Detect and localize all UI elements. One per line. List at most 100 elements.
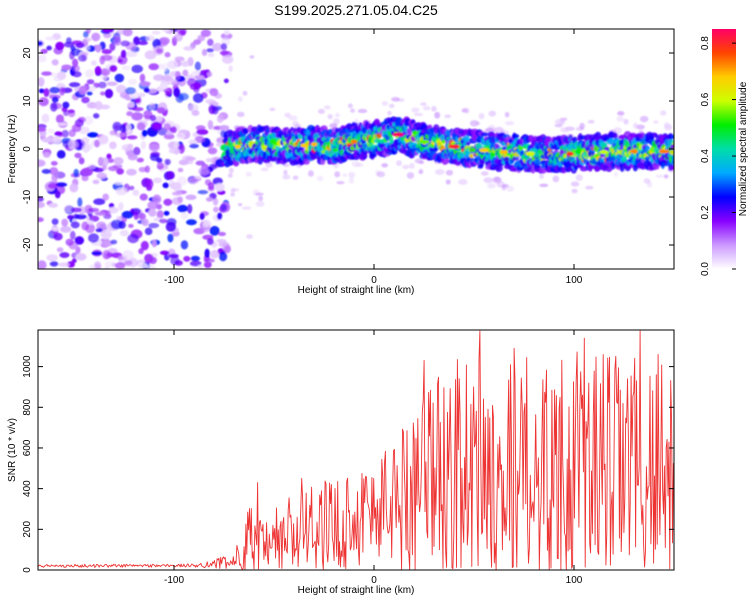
spectrogram-cell [616,115,624,122]
spectrogram-cell [186,219,197,226]
y-tick: 400 [22,480,674,497]
spectrogram-cell [234,144,242,149]
spectrogram-cell [670,144,674,149]
colorbar-tick: 0.4 [700,149,736,163]
spectrogram-cell [94,44,102,53]
x-tick-label: -100 [164,275,184,286]
spectrogram-cell [94,66,102,76]
spectrogram-cell [611,161,616,170]
spectrogram-cell [458,178,468,185]
spectrogram-cell [65,238,74,246]
spectrogram-cell [90,60,97,66]
spectrogram-cell [183,46,195,51]
colorbar-tick-label: 0.6 [700,92,711,106]
spectrogram-cell [381,101,389,106]
spectrogram-cell [552,175,560,183]
spectrogram-cell [194,136,205,144]
spectrogram-cell [392,132,404,137]
spectrogram-cell [97,156,104,167]
spectrogram-cell [336,181,345,185]
spectrogram-cell [370,153,377,158]
spectrogram-cell [445,169,454,176]
spectrogram-cell [81,175,89,182]
spectrogram-cell [418,169,424,175]
spectrogram-cell [218,242,228,247]
spectrogram-cell [185,194,197,201]
spectrogram-cell [88,207,100,213]
spectrogram-cell [623,118,629,125]
spectrogram-cell [126,149,135,157]
spectrogram-cell [38,127,47,132]
spectrogram-cell [68,82,81,88]
spectrogram-cell [143,110,153,120]
spectrogram-cell [185,156,196,161]
spectrogram-cell [419,160,425,165]
spectrogram-cell [126,135,138,140]
spectrogram-cell [170,126,177,134]
spectrogram-cell [127,233,139,244]
spectrogram-cell [396,160,402,167]
spectrogram-cell [350,139,358,144]
spectrogram-cell [102,29,115,34]
spectrogram-cell [638,132,646,139]
spectrogram-cell [236,111,245,117]
spectrogram-cell [303,158,310,165]
spectrogram-cell [171,191,182,196]
spectrogram-cell [480,132,489,137]
spectrogram-cell [109,64,118,72]
spectrogram-cell [138,212,146,220]
colorbar-tick-label: 0.8 [700,36,711,50]
spectrogram-cell [204,248,210,258]
spectrogram-cell [95,228,103,233]
spectrogram-cell [144,253,154,264]
colorbar: 0.0 0.2 0.4 0.6 0.8 Normalized spectral ampl… [700,29,749,276]
spectrogram-cell [102,193,110,201]
y-tick: 0 [22,567,674,573]
spectrogram-cell [413,113,424,117]
spectrogram-cell [106,153,112,160]
spectrogram-cell [87,220,94,226]
spectrogram-cell [38,159,46,167]
spectrogram-cell [189,143,199,149]
spectrogram-cell [167,233,174,243]
spectrogram-cell [228,167,234,174]
spectrogram-cell [194,75,205,80]
spectrogram-cell [238,203,243,207]
spectrogram-cell [188,103,199,112]
spectrogram-cell [41,168,52,174]
spectrogram-cell [122,250,134,260]
spectrogram-cell [434,111,441,119]
spectrogram-cell [212,105,219,115]
spectrogram-cell [57,262,70,267]
spectrogram-cell [560,127,570,133]
spectrogram-cell [575,174,583,181]
spectrogram-cell [148,143,160,152]
spectrogram-cell [669,149,674,156]
spectrogram-cell [434,169,445,176]
spectrogram-cell [71,124,82,133]
spectrogram-cell [585,185,594,190]
spectrogram-cell [93,261,102,269]
colorbar-ticks: 0.0 0.2 0.4 0.6 0.8 [700,36,736,276]
spectrogram-cell [554,123,563,128]
spectrogram-cell [163,210,170,216]
spectrogram-cell [122,29,133,37]
spectrogram-cell [292,175,299,180]
spectrogram-cell [41,71,53,76]
spectrogram-cell [475,121,481,126]
spectrogram-cell [69,230,76,240]
spectrogram-cell [209,88,219,97]
spectrogram-cell [207,182,215,190]
spectrogram-cell [213,206,219,213]
spectrogram-cell [178,159,189,166]
spectrogram-cell [324,105,331,110]
spectrogram-cell [156,162,164,170]
spectrogram-cell [70,207,82,213]
y-tick-label: 20 [22,47,33,59]
spectrogram-cell [114,262,126,269]
spectrogram-cell [140,141,147,150]
spectrogram-cell [156,210,164,219]
spectrogram-cell [78,54,87,62]
y-tick: 10 [22,95,674,107]
spectrogram-cell [511,133,520,139]
